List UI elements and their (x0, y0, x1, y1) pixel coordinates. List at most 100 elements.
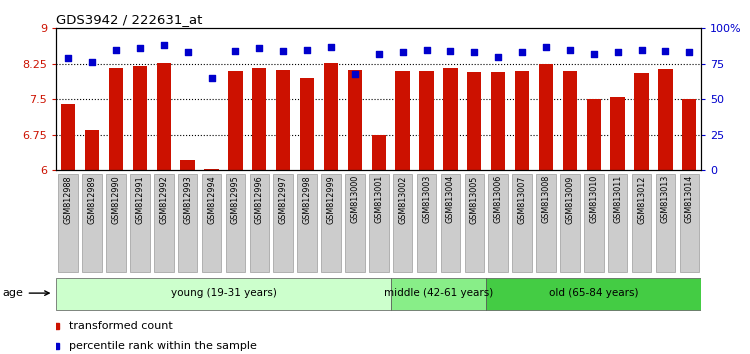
Text: GSM813000: GSM813000 (350, 175, 359, 223)
FancyBboxPatch shape (656, 174, 675, 272)
Bar (109, 68, 123, 170)
FancyBboxPatch shape (130, 174, 150, 272)
FancyBboxPatch shape (56, 278, 391, 310)
Text: GSM813007: GSM813007 (518, 175, 526, 224)
Text: GSM812993: GSM812993 (183, 175, 192, 224)
Bar (658, 69, 673, 170)
Text: GSM813013: GSM813013 (661, 175, 670, 223)
Text: GSM812989: GSM812989 (88, 175, 97, 224)
Text: GSM813008: GSM813008 (542, 175, 550, 223)
Bar (61, 104, 75, 170)
Point (134, 45, 146, 51)
Bar (610, 97, 625, 170)
Bar (395, 71, 410, 170)
Text: GSM813012: GSM813012 (637, 175, 646, 224)
FancyBboxPatch shape (560, 174, 580, 272)
Point (301, 47, 313, 52)
Text: GSM812994: GSM812994 (207, 175, 216, 224)
FancyBboxPatch shape (486, 278, 701, 310)
Point (373, 51, 385, 57)
Text: GSM813003: GSM813003 (422, 175, 431, 223)
Text: GSM812997: GSM812997 (279, 175, 288, 224)
Point (230, 48, 242, 54)
Point (659, 48, 671, 54)
Text: transformed count: transformed count (69, 321, 173, 331)
Bar (228, 71, 242, 170)
Point (492, 54, 504, 59)
Point (445, 48, 457, 54)
Text: GSM813001: GSM813001 (374, 175, 383, 223)
Point (349, 71, 361, 76)
Point (86, 59, 98, 65)
Point (516, 50, 528, 55)
Bar (467, 72, 482, 170)
Bar (204, 169, 219, 170)
Text: age: age (3, 288, 49, 298)
Point (564, 47, 576, 52)
Text: GSM813011: GSM813011 (614, 175, 622, 223)
Text: GSM813002: GSM813002 (398, 175, 407, 224)
Text: GSM812995: GSM812995 (231, 175, 240, 224)
Point (206, 75, 218, 81)
FancyBboxPatch shape (584, 174, 604, 272)
FancyBboxPatch shape (369, 174, 388, 272)
FancyBboxPatch shape (440, 174, 460, 272)
FancyBboxPatch shape (250, 174, 269, 272)
FancyBboxPatch shape (488, 174, 508, 272)
Bar (85, 130, 99, 170)
FancyBboxPatch shape (536, 174, 556, 272)
Point (325, 44, 337, 50)
FancyBboxPatch shape (345, 174, 364, 272)
FancyBboxPatch shape (632, 174, 651, 272)
Text: GSM812999: GSM812999 (326, 175, 335, 224)
Point (421, 47, 433, 52)
Bar (515, 71, 529, 170)
Bar (682, 99, 697, 170)
Point (278, 48, 290, 54)
Point (635, 47, 647, 52)
FancyBboxPatch shape (58, 174, 78, 272)
FancyBboxPatch shape (154, 174, 173, 272)
Bar (634, 73, 649, 170)
FancyBboxPatch shape (226, 174, 245, 272)
Text: old (65-84 years): old (65-84 years) (549, 288, 638, 298)
FancyBboxPatch shape (274, 174, 293, 272)
Bar (586, 99, 601, 170)
Bar (538, 64, 554, 170)
Point (588, 51, 600, 57)
Text: percentile rank within the sample: percentile rank within the sample (69, 341, 257, 350)
FancyBboxPatch shape (321, 174, 340, 272)
Point (540, 44, 552, 50)
FancyBboxPatch shape (297, 174, 317, 272)
Text: middle (42-61 years): middle (42-61 years) (384, 288, 493, 298)
Text: young (19-31 years): young (19-31 years) (170, 288, 277, 298)
Bar (133, 66, 147, 170)
Point (62, 55, 74, 61)
Bar (157, 63, 171, 170)
Bar (491, 72, 506, 170)
Text: GSM813010: GSM813010 (590, 175, 598, 223)
Text: GSM812990: GSM812990 (112, 175, 121, 224)
FancyBboxPatch shape (464, 174, 484, 272)
Text: GSM812988: GSM812988 (64, 175, 73, 224)
Bar (181, 160, 195, 170)
FancyBboxPatch shape (393, 174, 412, 272)
Text: GSM813006: GSM813006 (494, 175, 502, 223)
Bar (419, 71, 434, 170)
Point (468, 50, 480, 55)
Text: GSM812996: GSM812996 (255, 175, 264, 224)
Bar (348, 70, 362, 170)
Point (182, 50, 194, 55)
Bar (324, 63, 338, 170)
Text: GSM812991: GSM812991 (135, 175, 144, 224)
FancyBboxPatch shape (417, 174, 436, 272)
Bar (300, 78, 314, 170)
Point (110, 47, 122, 52)
Bar (443, 68, 458, 170)
FancyBboxPatch shape (608, 174, 628, 272)
Bar (252, 68, 266, 170)
Point (158, 42, 170, 48)
Text: GSM813005: GSM813005 (470, 175, 478, 224)
Text: GDS3942 / 222631_at: GDS3942 / 222631_at (56, 13, 202, 26)
Bar (276, 70, 290, 170)
